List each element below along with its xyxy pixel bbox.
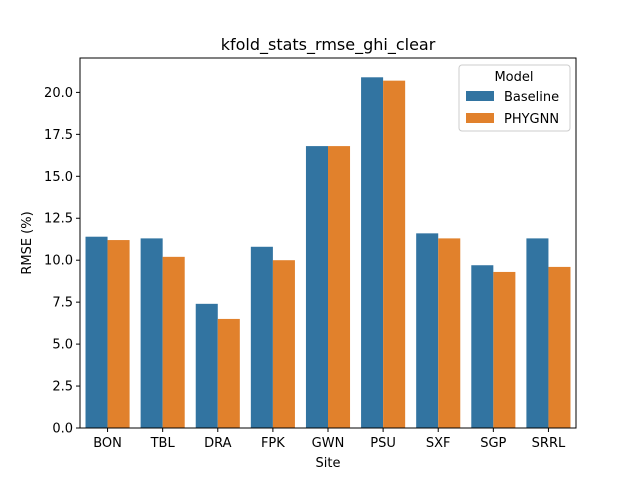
- y-tick-label: 0.0: [52, 422, 73, 437]
- y-tick-label: 15.0: [44, 170, 73, 185]
- x-axis-ticks: BON TBL DRA FPK GWN PSU SXF SGP SRRL: [93, 428, 566, 451]
- x-tick-label: FPK: [261, 436, 285, 451]
- x-axis-label: Site: [316, 456, 341, 471]
- legend-swatch-phygnn: [466, 113, 494, 123]
- y-tick-label: 17.5: [44, 128, 73, 143]
- legend-swatch-baseline: [466, 91, 494, 101]
- plot-frame: [79, 57, 577, 429]
- bar-bon-phygnn: [107, 240, 130, 428]
- legend-label-phygnn: PHYGNN: [504, 112, 559, 127]
- bar-gwn-phygnn: [328, 146, 351, 428]
- bar-sgp-baseline: [471, 265, 494, 428]
- y-axis-label: RMSE (%): [20, 211, 35, 274]
- y-tick-label: 20.0: [44, 86, 73, 101]
- bar-psu-baseline: [361, 77, 384, 428]
- y-tick-label: 12.5: [44, 212, 73, 227]
- bar-sxf-baseline: [416, 233, 439, 428]
- y-tick-label: 7.5: [52, 296, 73, 311]
- bar-fpk-phygnn: [272, 260, 295, 428]
- x-tick-label: SXF: [426, 436, 451, 451]
- x-tick-label: DRA: [204, 436, 232, 451]
- bar-srrl-baseline: [526, 238, 549, 428]
- x-tick-label: PSU: [370, 436, 396, 451]
- bar-tbl-baseline: [140, 238, 163, 428]
- bar-psu-phygnn: [383, 80, 406, 428]
- bar-sgp-phygnn: [493, 271, 516, 428]
- x-tick-label: GWN: [312, 436, 345, 451]
- legend: Model Baseline PHYGNN: [458, 64, 571, 132]
- bar-bon-baseline: [85, 236, 108, 428]
- x-tick-label: TBL: [150, 436, 176, 451]
- bar-gwn-baseline: [305, 146, 328, 428]
- y-tick-label: 2.5: [52, 380, 73, 395]
- chart-title: kfold_stats_rmse_ghi_clear: [221, 35, 436, 55]
- x-tick-label: BON: [93, 436, 122, 451]
- legend-label-baseline: Baseline: [504, 90, 559, 105]
- bars-group: [85, 77, 571, 428]
- y-axis-ticks: 0.0 2.5 5.0 7.5 10.0 12.5 15.0 17.5 20.0: [44, 86, 80, 437]
- bar-dra-baseline: [195, 303, 218, 428]
- bar-tbl-phygnn: [162, 256, 185, 428]
- x-tick-label: SGP: [480, 436, 506, 451]
- legend-title: Model: [494, 70, 533, 85]
- bar-srrl-phygnn: [548, 266, 571, 428]
- y-tick-label: 5.0: [52, 338, 73, 353]
- y-tick-label: 10.0: [44, 254, 73, 269]
- x-tick-label: SRRL: [532, 436, 566, 451]
- bar-fpk-baseline: [250, 246, 273, 428]
- bar-sxf-phygnn: [438, 238, 461, 428]
- bar-dra-phygnn: [217, 318, 240, 428]
